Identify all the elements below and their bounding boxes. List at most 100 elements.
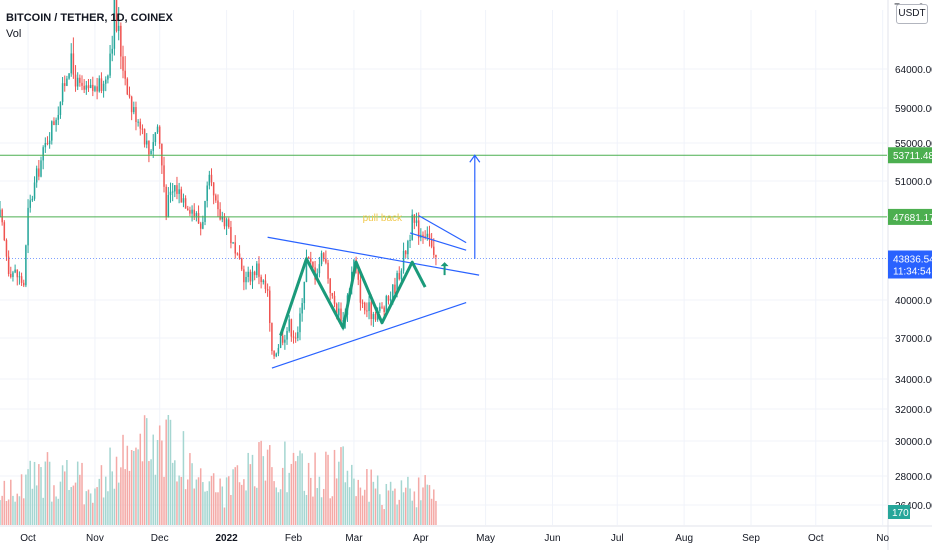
candle-body xyxy=(392,284,394,299)
volume-bar xyxy=(426,484,429,525)
candle-body xyxy=(204,200,206,222)
trendline-upper[interactable] xyxy=(267,236,480,276)
volume-bar xyxy=(98,478,101,525)
candle-body xyxy=(66,78,68,86)
candle-body xyxy=(288,319,290,331)
volume-bar xyxy=(409,488,411,525)
volume-bar xyxy=(139,433,142,525)
volume-bar xyxy=(290,463,293,525)
candle-body xyxy=(137,121,139,123)
volume-bar xyxy=(126,445,129,525)
candle-body xyxy=(76,77,79,87)
volume-bar xyxy=(314,452,316,525)
candle-body xyxy=(1,209,3,223)
volume-bar xyxy=(381,504,383,525)
candle-body xyxy=(167,195,170,217)
volume-bar xyxy=(169,419,172,525)
time-axis-label: Oct xyxy=(808,533,824,544)
volume-bar xyxy=(288,472,290,525)
volume-bar xyxy=(124,469,126,525)
candle-body xyxy=(273,351,275,357)
volume-bar xyxy=(238,482,241,525)
candle-body xyxy=(433,246,435,255)
candle-body xyxy=(18,276,21,278)
volume-bar xyxy=(215,492,217,525)
candle-body xyxy=(10,273,12,277)
volume-bar xyxy=(376,475,379,525)
volume-bar xyxy=(243,479,245,525)
candle-body xyxy=(145,140,148,145)
candle-body xyxy=(174,185,176,192)
candle-body xyxy=(430,239,433,247)
candle-body xyxy=(230,227,232,244)
volume-bar xyxy=(16,493,19,525)
candle-body xyxy=(424,236,426,238)
candle-body xyxy=(38,168,40,177)
candle-body xyxy=(426,233,429,237)
volume-bar xyxy=(372,481,375,525)
volume-bar xyxy=(141,461,144,525)
candle-body xyxy=(247,271,249,277)
trendline-flag_bottom[interactable] xyxy=(409,232,467,251)
projection-arrow-head xyxy=(469,154,481,163)
volume-bar xyxy=(413,491,416,525)
candle-body xyxy=(176,185,178,194)
candle-body xyxy=(57,114,60,120)
candle-body xyxy=(33,182,36,199)
candle-body xyxy=(303,281,306,304)
volume-bar xyxy=(14,501,16,525)
volume-bar xyxy=(55,496,57,525)
volume-bar xyxy=(301,453,303,525)
zigzag-pattern[interactable] xyxy=(279,257,427,336)
candle-body xyxy=(409,239,411,242)
volume-bar xyxy=(245,490,247,525)
volume-bar xyxy=(53,485,55,525)
candle-body xyxy=(124,70,126,79)
volume-bar xyxy=(228,476,230,525)
volume-bar xyxy=(383,509,385,525)
candle-body xyxy=(335,303,338,316)
volume-bar xyxy=(357,479,360,525)
candle-body xyxy=(111,48,113,54)
candle-body xyxy=(22,282,25,286)
price-axis-label: 30000.00 xyxy=(895,437,932,448)
volume-bar xyxy=(100,465,103,525)
candle-body xyxy=(202,221,204,229)
price-axis-label: 34000.00 xyxy=(895,375,932,386)
volume-bar xyxy=(400,480,403,525)
candle-body xyxy=(102,83,105,91)
price-axis-label: 40000.00 xyxy=(895,296,932,307)
volume-bar xyxy=(335,478,338,525)
volume-bar xyxy=(249,464,252,525)
candle-body xyxy=(305,257,308,282)
candle-body xyxy=(180,189,183,203)
volume-bar xyxy=(167,415,170,525)
time-axis-label: Jul xyxy=(611,533,624,544)
candle-body xyxy=(225,219,228,227)
volume-label: Vol xyxy=(6,28,22,40)
volume-bar xyxy=(407,476,409,525)
volume-bar xyxy=(396,504,398,525)
candle-body xyxy=(411,214,413,240)
candle-body xyxy=(44,142,47,148)
volume-bar xyxy=(435,500,437,525)
currency-selector[interactable]: USDT xyxy=(896,4,928,24)
volume-bar xyxy=(109,447,111,525)
candle-body xyxy=(74,74,77,87)
candle-body xyxy=(299,313,301,333)
volume-bar xyxy=(217,492,219,525)
candle-body xyxy=(83,85,85,90)
trendline-flag_top[interactable] xyxy=(418,215,467,244)
candle-body xyxy=(193,209,195,217)
candle-body xyxy=(189,210,191,214)
candle-body xyxy=(417,220,420,238)
volume-bar xyxy=(72,485,75,525)
volume-bar xyxy=(223,507,226,525)
trendline-lower[interactable] xyxy=(271,301,467,369)
candle-body xyxy=(366,310,368,312)
candle-body xyxy=(236,253,239,255)
volume-bar xyxy=(353,478,355,525)
volume-bar xyxy=(122,434,124,525)
